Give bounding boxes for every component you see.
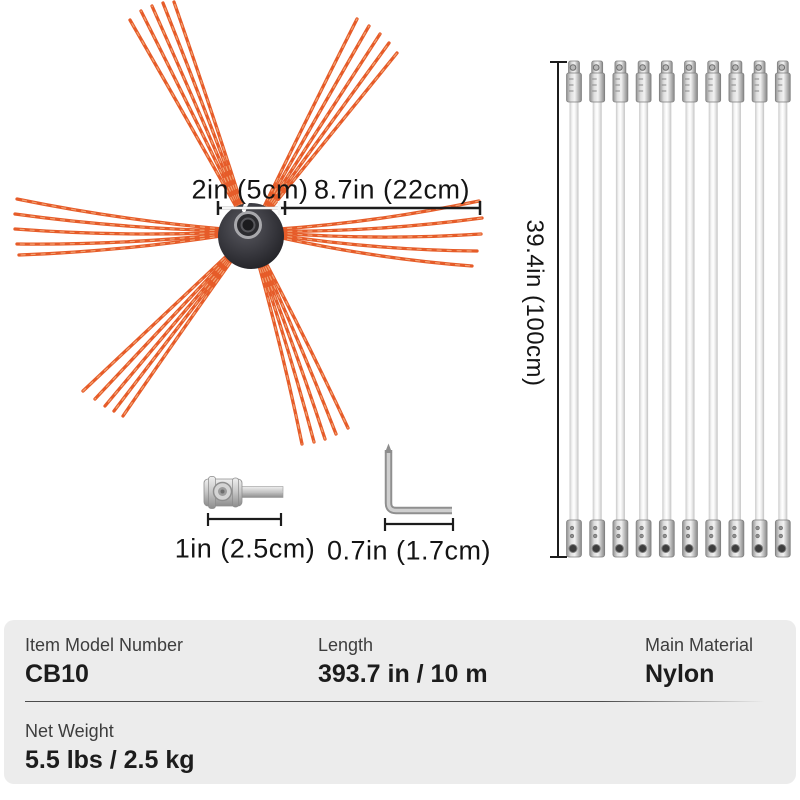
extension-rods — [566, 60, 791, 558]
dimension-label-rod-length: 39.4in (100cm) — [521, 219, 548, 387]
rod — [589, 60, 606, 558]
spec-net-weight: Net Weight 5.5 lbs / 2.5 kg — [25, 721, 195, 774]
rod-dimension-line — [550, 61, 567, 558]
spec-item-model-value: CB10 — [25, 659, 89, 688]
brush-bristles — [13, 0, 484, 446]
rod — [612, 60, 629, 558]
spec-material-label: Main Material — [645, 635, 754, 655]
rod — [774, 60, 791, 558]
spec-divider — [25, 701, 765, 702]
rod — [751, 60, 768, 558]
spec-material: Main Material Nylon — [645, 635, 753, 688]
spec-length-label: Length — [318, 635, 374, 655]
hex-key — [383, 443, 455, 531]
dimension-label-hex-key: 0.7in (1.7cm) — [326, 535, 492, 566]
rod — [566, 60, 582, 558]
spec-net-weight-label: Net Weight — [25, 721, 114, 741]
brush-hub — [218, 191, 284, 269]
brush-dimension-lines — [216, 201, 482, 215]
drill-adapter — [203, 476, 284, 526]
dimension-label-adapter: 1in (2.5cm) — [174, 533, 316, 564]
spec-item-model-label: Item Model Number — [25, 635, 184, 655]
spec-length-value: 393.7 in / 10 m — [318, 659, 488, 688]
dimension-label-bristle-length: 8.7in (22cm) — [313, 174, 471, 205]
rod — [635, 60, 652, 558]
rod — [705, 60, 722, 558]
dimension-label-hub-width: 2in (5cm) — [191, 174, 309, 205]
rod — [682, 60, 698, 558]
spec-length: Length 393.7 in / 10 m — [318, 635, 488, 688]
product-illustration — [13, 0, 791, 558]
rod — [658, 60, 675, 558]
spec-net-weight-value: 5.5 lbs / 2.5 kg — [25, 745, 195, 774]
spec-panel: Item Model Number CB10 Length 393.7 in /… — [4, 620, 796, 784]
spec-item-model: Item Model Number CB10 — [25, 635, 183, 688]
rod — [728, 60, 745, 558]
spec-material-value: Nylon — [645, 659, 715, 688]
